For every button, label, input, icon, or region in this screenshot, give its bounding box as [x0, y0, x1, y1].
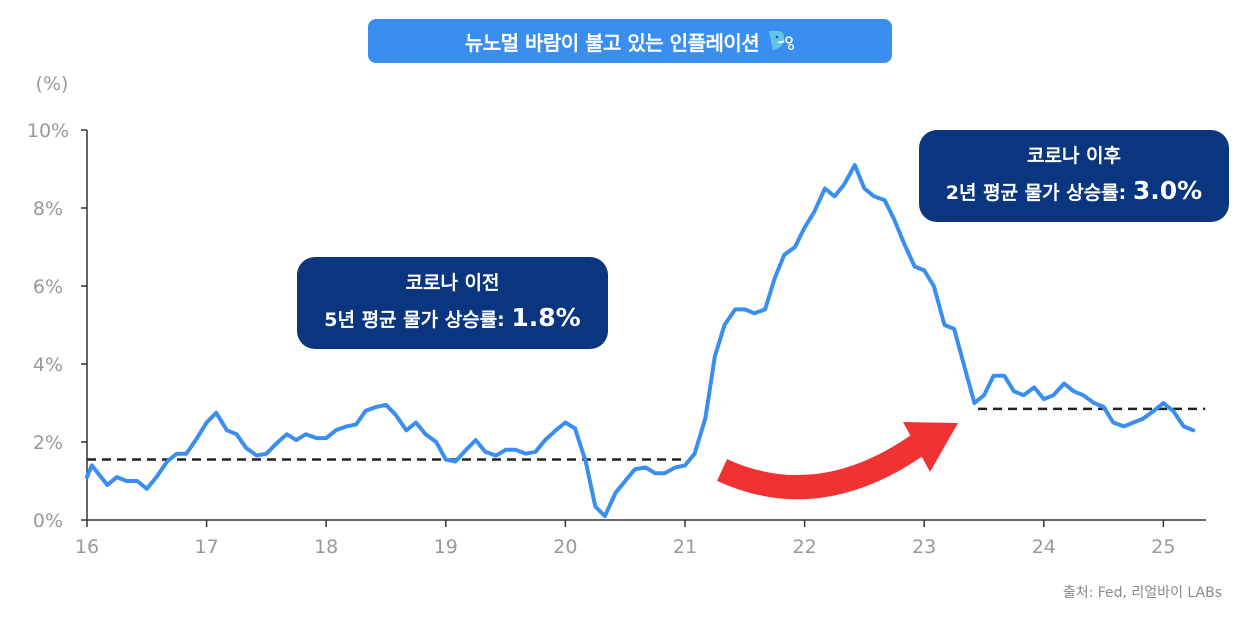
pre-covid-callout-title: 코로나 이전	[405, 271, 500, 294]
y-tick-label: 4%	[33, 354, 63, 376]
y-tick-label: 2%	[33, 432, 63, 454]
x-tick-label: 17	[195, 536, 219, 558]
y-unit-label: (%)	[36, 73, 69, 95]
wind-face-icon	[769, 31, 795, 51]
trend-arrow	[716, 422, 958, 500]
pre-covid-avg-value: 1.8%	[511, 303, 581, 333]
x-tick-label: 16	[75, 536, 99, 558]
x-tick-label: 19	[434, 536, 458, 558]
pre-covid-callout: 코로나 이전 5년 평균 물가 상승률: 1.8%	[297, 257, 608, 349]
x-tick-label: 24	[1032, 536, 1056, 558]
y-tick-label: 6%	[33, 276, 63, 298]
post-covid-avg-label: 2년 평균 물가 상승률:	[945, 182, 1133, 205]
pre-covid-callout-body: 5년 평균 물가 상승률: 1.8%	[324, 298, 580, 338]
source-note: 출처: Fed, 리얼바이 LABs	[1062, 585, 1222, 601]
inflation-series-line	[85, 163, 1196, 519]
pre-covid-avg-label: 5년 평균 물가 상승률:	[324, 309, 512, 332]
x-tick-label: 23	[912, 536, 936, 558]
x-tick-label: 20	[553, 536, 577, 558]
x-ticks: 16 17 18 19 20 21 22 23 24 25	[75, 520, 1175, 558]
x-tick-label: 18	[314, 536, 338, 558]
post-covid-callout-body: 2년 평균 물가 상승률: 3.0%	[946, 171, 1202, 211]
post-covid-avg-value: 3.0%	[1132, 176, 1203, 206]
title-banner: 뉴노멀 바람이 불고 있는 인플레이션	[368, 19, 892, 63]
post-covid-callout-title: 코로나 이후	[1026, 144, 1121, 167]
x-tick-label: 25	[1151, 536, 1175, 558]
y-tick-label: 10%	[27, 120, 69, 142]
x-tick-label: 22	[793, 536, 817, 558]
post-covid-callout: 코로나 이후 2년 평균 물가 상승률: 3.0%	[919, 130, 1229, 222]
x-tick-label: 21	[673, 536, 697, 558]
y-ticks: 0% 2% 4% 6% 8% 10%	[27, 120, 87, 532]
y-tick-label: 8%	[33, 198, 63, 220]
y-tick-label: 0%	[33, 510, 63, 532]
chart-title: 뉴노멀 바람이 불고 있는 인플레이션	[464, 30, 760, 55]
